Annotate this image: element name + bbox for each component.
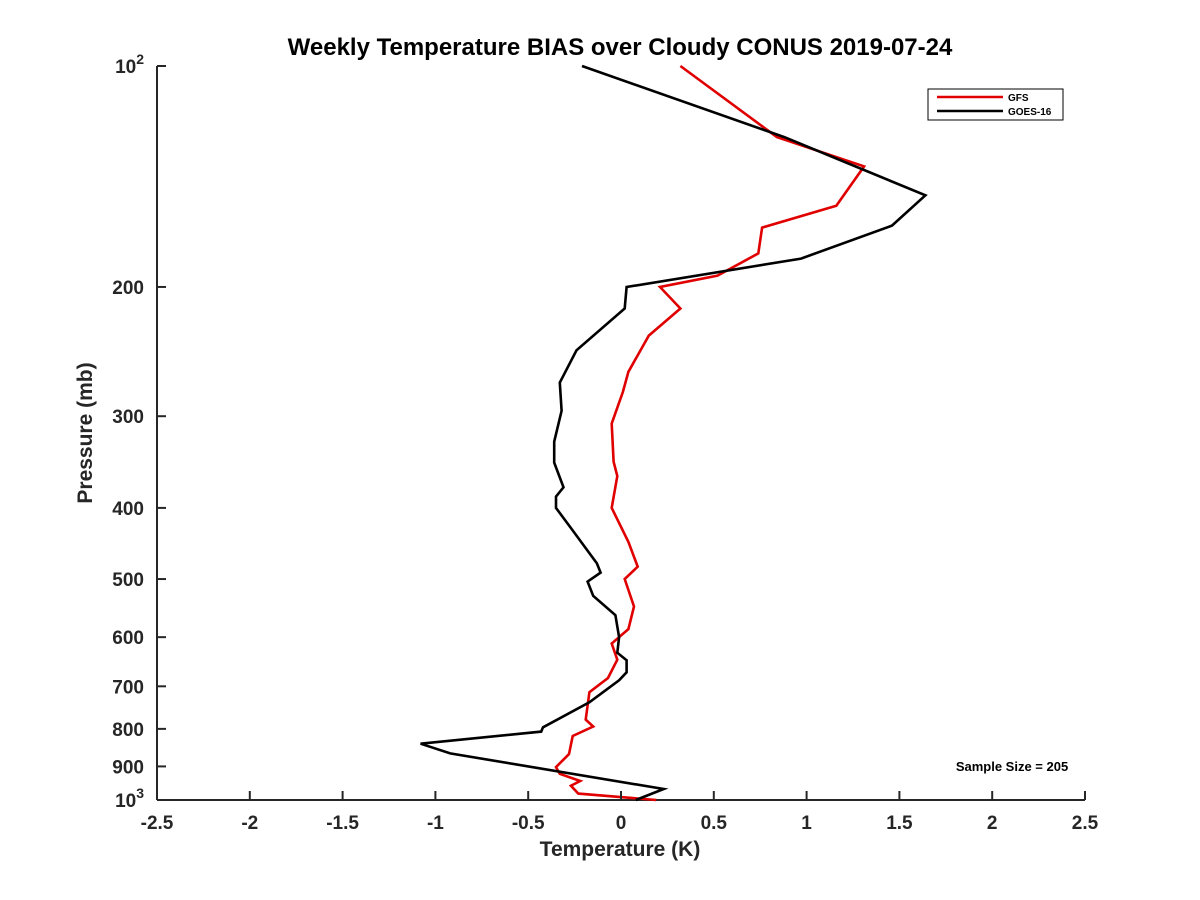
plot-axes bbox=[156, 66, 1085, 801]
y-tick-label: 200 bbox=[112, 278, 144, 299]
x-tick-label: 0.5 bbox=[701, 813, 728, 834]
y-axis-label: Pressure (mb) bbox=[74, 362, 97, 503]
series-line-gfs bbox=[554, 64, 867, 802]
y-tick-label: 400 bbox=[112, 499, 144, 520]
axis-ticks: -2.5 -2 -1.5 -1 -0.5 0 0.5 1 1.5 2 2.5 102 200 300 400… bbox=[112, 51, 1098, 834]
x-tick-label: -1.5 bbox=[326, 813, 359, 834]
x-tick-label: -1 bbox=[427, 813, 444, 834]
x-tick-label: 0 bbox=[616, 813, 627, 834]
x-tick-label: 2 bbox=[987, 813, 998, 834]
y-tick-label: 300 bbox=[112, 407, 144, 428]
y-tick-label: 800 bbox=[112, 720, 144, 741]
x-axis-label: Temperature (K) bbox=[540, 838, 701, 861]
y-tick-label: 103 bbox=[115, 785, 144, 812]
y-tick-label: 900 bbox=[112, 757, 144, 778]
legend: GFS GOES-16 bbox=[927, 88, 1064, 121]
y-tick-label: 600 bbox=[112, 628, 144, 649]
legend-label-goes16: GOES-16 bbox=[1008, 107, 1052, 118]
x-tick-label: -2.5 bbox=[141, 813, 174, 834]
data-series bbox=[420, 64, 928, 802]
x-tick-label: -0.5 bbox=[512, 813, 545, 834]
series-line-goes16 bbox=[420, 64, 928, 802]
x-tick-label: 1.5 bbox=[886, 813, 913, 834]
x-tick-label: -2 bbox=[241, 813, 258, 834]
x-tick-label: 1 bbox=[801, 813, 812, 834]
chart-title: Weekly Temperature BIAS over Cloudy CONU… bbox=[288, 34, 953, 61]
legend-label-gfs: GFS bbox=[1008, 93, 1029, 104]
legend-box bbox=[927, 88, 1064, 121]
y-tick-label: 700 bbox=[112, 677, 144, 698]
sample-size-annotation: Sample Size = 205 bbox=[956, 759, 1068, 774]
y-tick-label: 102 bbox=[115, 51, 144, 78]
x-tick-label: 2.5 bbox=[1072, 813, 1099, 834]
y-tick-label: 500 bbox=[112, 570, 144, 591]
